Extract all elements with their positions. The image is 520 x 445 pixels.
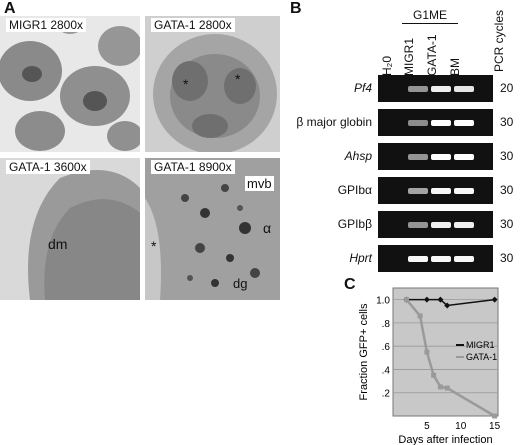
em-label: GATA-1 2800x xyxy=(151,18,235,32)
data-point xyxy=(444,385,450,391)
gel-band xyxy=(431,222,451,228)
y-tick-label: .4 xyxy=(382,365,391,376)
dg-annotation: dg xyxy=(233,276,248,291)
panel-c-letter: C xyxy=(344,276,356,293)
legend-label: MIGR1 xyxy=(466,340,495,350)
y-tick-label: .2 xyxy=(382,389,391,400)
lane-label: BM xyxy=(448,58,462,76)
panel-a-letter: A xyxy=(4,0,16,17)
lane-label: H₂0 xyxy=(380,56,394,76)
em-image-migr1-2800x: MIGR1 2800x xyxy=(0,16,140,152)
x-tick-label: 5 xyxy=(424,421,430,432)
gene-label: β major globin xyxy=(296,115,372,129)
data-point xyxy=(437,296,444,303)
gel-band xyxy=(454,120,474,126)
data-point xyxy=(491,296,498,303)
y-tick-label: .6 xyxy=(382,342,391,353)
gel-image xyxy=(378,75,493,102)
gel-band xyxy=(454,222,474,228)
gel-band xyxy=(408,154,428,160)
em-image-gata1-3600x: GATA-1 3600x dm xyxy=(0,158,140,300)
em-label: GATA-1 8900x xyxy=(151,160,235,174)
data-point xyxy=(444,302,451,309)
y-tick-label: 1.0 xyxy=(376,296,390,307)
gfp-line-chart: .2 .4 .6 .8 1.0 5 10 15 Days after infection Frac… xyxy=(358,287,501,445)
em-cell-graphic xyxy=(28,170,140,300)
gel-band xyxy=(408,222,428,228)
pcr-cycle-count: 30 xyxy=(500,251,514,265)
gel-image xyxy=(378,211,493,238)
g1me-bracket xyxy=(402,23,458,24)
gel-band xyxy=(408,120,428,126)
gene-label: GPIbα xyxy=(337,183,372,197)
data-point xyxy=(417,313,423,319)
gel-band xyxy=(454,188,474,194)
data-point xyxy=(423,296,430,303)
em-label: GATA-1 3600x xyxy=(6,160,90,174)
gel-image xyxy=(378,109,493,136)
gel-band xyxy=(408,256,428,262)
gene-label: Hprt xyxy=(349,251,372,265)
gel-image xyxy=(378,245,493,272)
data-point xyxy=(424,349,430,355)
y-axis-label: Fraction GFP+ cells xyxy=(358,303,370,400)
plot-area xyxy=(392,287,499,417)
alpha-annotation: α xyxy=(263,220,272,236)
mvb-annotation: mvb xyxy=(245,176,274,191)
em-image-gata1-2800x: GATA-1 2800x * * xyxy=(145,16,280,152)
asterisk-annotation: * xyxy=(235,71,241,87)
g1me-label: G1ME xyxy=(413,8,448,22)
gene-label: Pf4 xyxy=(353,81,372,95)
data-point xyxy=(492,413,498,419)
x-tick-label: 10 xyxy=(455,421,467,432)
gel-band xyxy=(408,86,428,92)
asterisk-annotation: * xyxy=(151,238,157,254)
pcr-cycle-count: 30 xyxy=(500,183,514,197)
data-point xyxy=(437,384,443,390)
pcr-cycle-count: 30 xyxy=(500,149,514,163)
legend-label: GATA-1 xyxy=(466,352,497,362)
em-cell-graphic xyxy=(153,34,277,152)
data-point xyxy=(404,297,410,303)
gel-band xyxy=(408,188,428,194)
pcr-cycles-header: PCR cycles xyxy=(492,9,506,72)
gel-band xyxy=(431,256,451,262)
pcr-cycle-count: 30 xyxy=(500,217,514,231)
gene-label: GPIbβ xyxy=(337,217,372,231)
gel-band xyxy=(431,86,451,92)
lane-label: MIGR1 xyxy=(402,37,416,76)
gel-band xyxy=(431,188,451,194)
lane-label: GATA-1 xyxy=(425,34,439,76)
em-cells-graphic xyxy=(0,18,140,151)
data-point xyxy=(431,372,437,378)
gene-label: Ahsp xyxy=(344,149,372,163)
asterisk-annotation: * xyxy=(183,76,189,92)
gel-band xyxy=(454,86,474,92)
pcr-cycle-count: 30 xyxy=(500,115,514,129)
pcr-cycle-count: 20 xyxy=(500,81,514,95)
x-tick-label: 15 xyxy=(489,421,501,432)
gel-image xyxy=(378,143,493,170)
em-label: MIGR1 2800x xyxy=(6,18,87,32)
em-image-gata1-8900x: GATA-1 8900x mvb α dg * xyxy=(145,158,280,300)
y-tick-label: .8 xyxy=(382,319,391,330)
gel-band xyxy=(454,154,474,160)
gel-band xyxy=(431,120,451,126)
dm-annotation: dm xyxy=(48,236,68,252)
gel-image xyxy=(378,177,493,204)
gel-band xyxy=(454,256,474,262)
x-axis-label: Days after infection xyxy=(398,434,492,445)
panel-b-letter: B xyxy=(290,0,302,17)
gel-band xyxy=(431,154,451,160)
